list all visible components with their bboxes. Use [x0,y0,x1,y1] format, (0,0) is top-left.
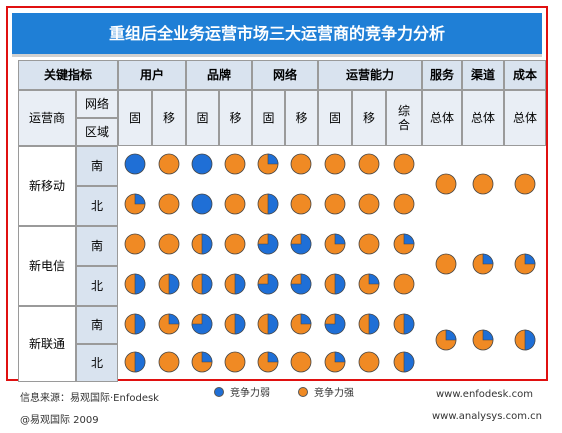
site-link-analysys[interactable]: www.analysys.com.cn [432,411,542,422]
region-label: 南 [76,146,118,186]
operator-name: 新移动 [18,146,76,226]
sub-header-ops-fixed: 固 [318,90,352,146]
header-key-indicator: 关键指标 [18,60,118,90]
sub-header-ops-combined: 综合 [386,90,422,146]
copyright-text: @易观国际 2009 [20,415,99,426]
page-title: 重组后全业务运营市场三大运营商的竞争力分析 [12,13,542,57]
header-group-network: 网络 [252,60,318,90]
region-label: 南 [76,226,118,266]
sub-header-ops-mobile: 移 [352,90,386,146]
sub-header-network-fixed: 固 [252,90,285,146]
legend-strong-swatch [298,386,308,397]
legend-strong: 竞争力强 [298,384,354,399]
header-network: 网络 [76,90,118,118]
sub-header-service-overall: 总体 [422,90,462,146]
header-region: 区域 [76,118,118,146]
header-group-channel: 渠道 [462,60,504,90]
region-label: 南 [76,306,118,344]
header-group-service: 服务 [422,60,462,90]
sub-header-cost-overall: 总体 [504,90,546,146]
operator-name: 新电信 [18,226,76,306]
operator-name: 新联通 [18,306,76,382]
header-group-brand: 品牌 [186,60,252,90]
site-link-enfodesk[interactable]: www.enfodesk.com [436,389,533,400]
legend-weak-label: 竞争力弱 [230,388,270,399]
sub-header-users-fixed: 固 [118,90,152,146]
sub-header-brand-fixed: 固 [186,90,219,146]
sub-header-brand-mobile: 移 [219,90,252,146]
header-group-operations: 运营能力 [318,60,422,90]
sub-header-users-mobile: 移 [152,90,186,146]
header-group-users: 用户 [118,60,186,90]
header-group-cost: 成本 [504,60,546,90]
sub-header-channel-overall: 总体 [462,90,504,146]
legend-strong-label: 竞争力强 [314,388,354,399]
region-label: 北 [76,266,118,306]
region-label: 北 [76,344,118,382]
legend-weak-swatch [214,386,224,397]
sub-header-network-mobile: 移 [285,90,318,146]
legend-weak: 竞争力弱 [214,384,270,399]
region-label: 北 [76,186,118,226]
header-operator: 运营商 [18,90,76,146]
source-text: 信息来源：易观国际·Enfodesk [20,393,159,404]
